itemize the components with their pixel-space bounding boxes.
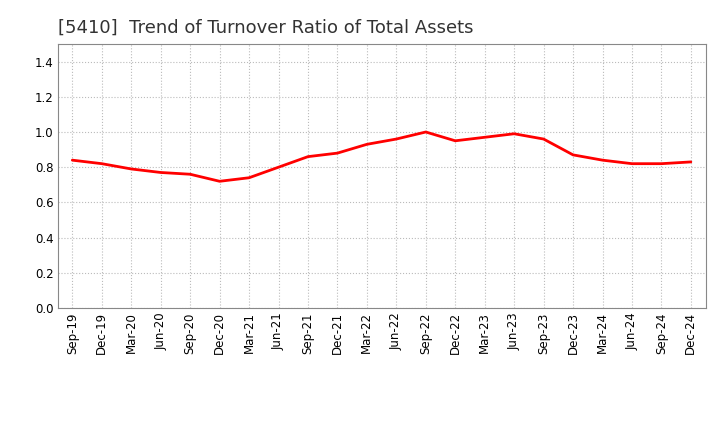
Text: [5410]  Trend of Turnover Ratio of Total Assets: [5410] Trend of Turnover Ratio of Total … — [58, 19, 473, 37]
